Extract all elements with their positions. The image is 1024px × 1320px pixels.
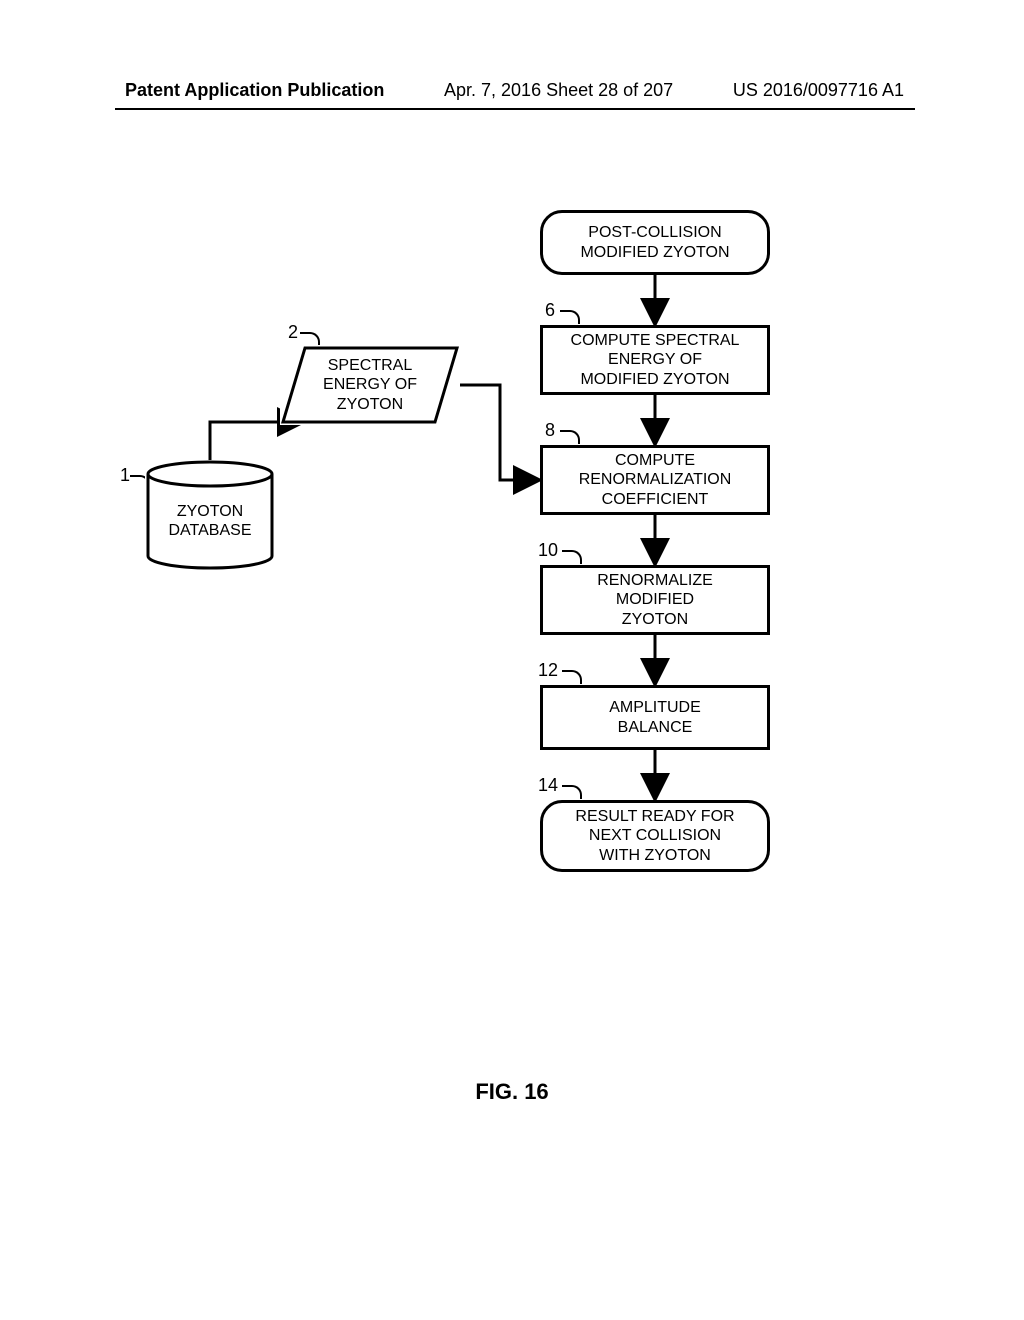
label-8-hook: [560, 430, 580, 444]
label-8: 8: [545, 420, 555, 441]
label-14-hook: [562, 785, 582, 799]
flowchart-start-terminator: POST-COLLISION MODIFIED ZYOTON: [540, 210, 770, 275]
flowchart-end-terminator: RESULT READY FOR NEXT COLLISION WITH ZYO…: [540, 800, 770, 872]
label-14-text: 14: [538, 775, 558, 795]
label-1-text: 1: [120, 465, 130, 485]
step8-text: COMPUTE RENORMALIZATION COEFFICIENT: [579, 451, 732, 509]
flowchart-database: ZYOTON DATABASE: [145, 460, 275, 570]
label-1: 1: [120, 465, 130, 486]
header-date-sheet: Apr. 7, 2016 Sheet 28 of 207: [444, 80, 673, 101]
label-10-hook: [562, 550, 582, 564]
label-10: 10: [538, 540, 558, 561]
label-12: 12: [538, 660, 558, 681]
step10-text: RENORMALIZE MODIFIED ZYOTON: [597, 571, 713, 629]
label-6: 6: [545, 300, 555, 321]
flowchart-data-input: SPECTRAL ENERGY OF ZYOTON: [280, 345, 460, 425]
data-input-text: SPECTRAL ENERGY OF ZYOTON: [323, 356, 417, 414]
label-12-hook: [562, 670, 582, 684]
header-divider: [115, 108, 915, 110]
label-14: 14: [538, 775, 558, 796]
figure-caption: FIG. 16: [0, 1079, 1024, 1105]
label-12-text: 12: [538, 660, 558, 680]
label-6-hook: [560, 310, 580, 324]
step6-text: COMPUTE SPECTRAL ENERGY OF MODIFIED ZYOT…: [571, 331, 740, 389]
label-2-text: 2: [288, 322, 298, 342]
label-2: 2: [288, 322, 298, 343]
page-header: Patent Application Publication Apr. 7, 2…: [0, 80, 1024, 101]
header-publication-number: US 2016/0097716 A1: [733, 80, 904, 101]
flowchart-diagram: POST-COLLISION MODIFIED ZYOTON 6 COMPUTE…: [0, 210, 1024, 1130]
flowchart-step-10: RENORMALIZE MODIFIED ZYOTON: [540, 565, 770, 635]
header-publication-type: Patent Application Publication: [125, 80, 384, 101]
flowchart-step-12: AMPLITUDE BALANCE: [540, 685, 770, 750]
flowchart-connectors: [0, 210, 1024, 1130]
label-8-text: 8: [545, 420, 555, 440]
flowchart-step-8: COMPUTE RENORMALIZATION COEFFICIENT: [540, 445, 770, 515]
start-text: POST-COLLISION MODIFIED ZYOTON: [580, 223, 729, 261]
label-10-text: 10: [538, 540, 558, 560]
step12-text: AMPLITUDE BALANCE: [609, 698, 701, 736]
flowchart-step-6: COMPUTE SPECTRAL ENERGY OF MODIFIED ZYOT…: [540, 325, 770, 395]
end-text: RESULT READY FOR NEXT COLLISION WITH ZYO…: [575, 807, 734, 865]
label-6-text: 6: [545, 300, 555, 320]
label-2-hook: [300, 332, 320, 346]
database-text: ZYOTON DATABASE: [145, 502, 275, 540]
